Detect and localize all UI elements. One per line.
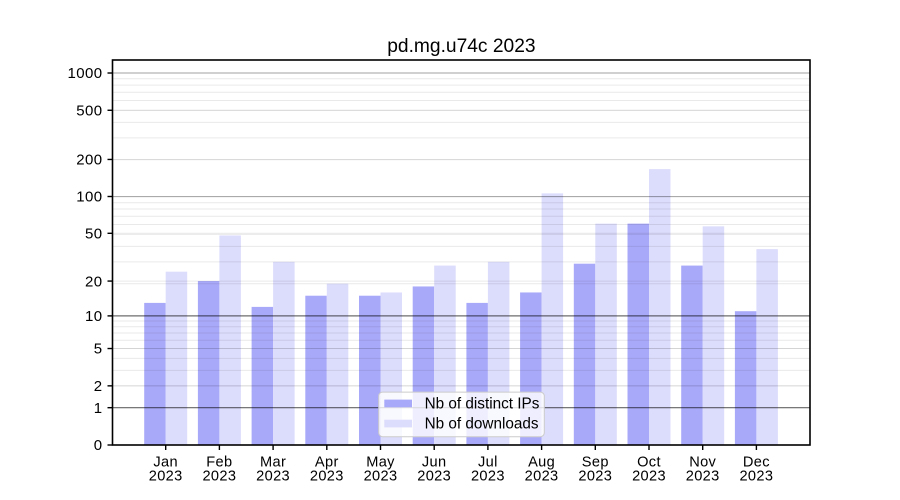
svg-text:2023: 2023 <box>202 469 236 485</box>
svg-text:2023: 2023 <box>310 469 344 485</box>
svg-text:20: 20 <box>85 273 103 290</box>
svg-text:Nb of distinct IPs: Nb of distinct IPs <box>425 396 540 413</box>
svg-text:2023: 2023 <box>739 469 773 485</box>
svg-text:2023: 2023 <box>417 469 451 485</box>
svg-text:100: 100 <box>76 189 102 206</box>
svg-text:Jan: Jan <box>153 455 178 471</box>
svg-text:10: 10 <box>85 308 103 325</box>
svg-text:Mar: Mar <box>260 455 286 471</box>
svg-text:2023: 2023 <box>525 469 559 485</box>
svg-text:5: 5 <box>94 341 103 358</box>
svg-text:2023: 2023 <box>364 469 398 485</box>
svg-text:Nb of downloads: Nb of downloads <box>425 416 539 433</box>
svg-text:200: 200 <box>76 152 102 169</box>
svg-text:Jun: Jun <box>422 455 447 471</box>
svg-text:Dec: Dec <box>743 455 770 471</box>
svg-text:2023: 2023 <box>149 469 183 485</box>
svg-text:2023: 2023 <box>578 469 612 485</box>
svg-text:50: 50 <box>85 226 103 243</box>
svg-text:Jul: Jul <box>478 455 498 471</box>
svg-text:Oct: Oct <box>637 455 661 471</box>
svg-text:2023: 2023 <box>471 469 505 485</box>
svg-text:2: 2 <box>94 378 103 395</box>
svg-text:Sep: Sep <box>582 455 609 471</box>
svg-text:2023: 2023 <box>632 469 666 485</box>
svg-text:500: 500 <box>76 102 102 119</box>
svg-text:pd.mg.u74c 2023: pd.mg.u74c 2023 <box>387 36 535 57</box>
svg-text:Aug: Aug <box>528 455 555 471</box>
svg-text:1: 1 <box>94 400 103 417</box>
svg-text:Feb: Feb <box>206 455 232 471</box>
svg-text:May: May <box>366 455 395 471</box>
svg-text:2023: 2023 <box>686 469 720 485</box>
svg-text:Apr: Apr <box>315 455 339 471</box>
svg-text:1000: 1000 <box>68 65 103 82</box>
svg-text:Nov: Nov <box>689 455 716 471</box>
svg-text:0: 0 <box>94 437 103 454</box>
svg-text:2023: 2023 <box>256 469 290 485</box>
